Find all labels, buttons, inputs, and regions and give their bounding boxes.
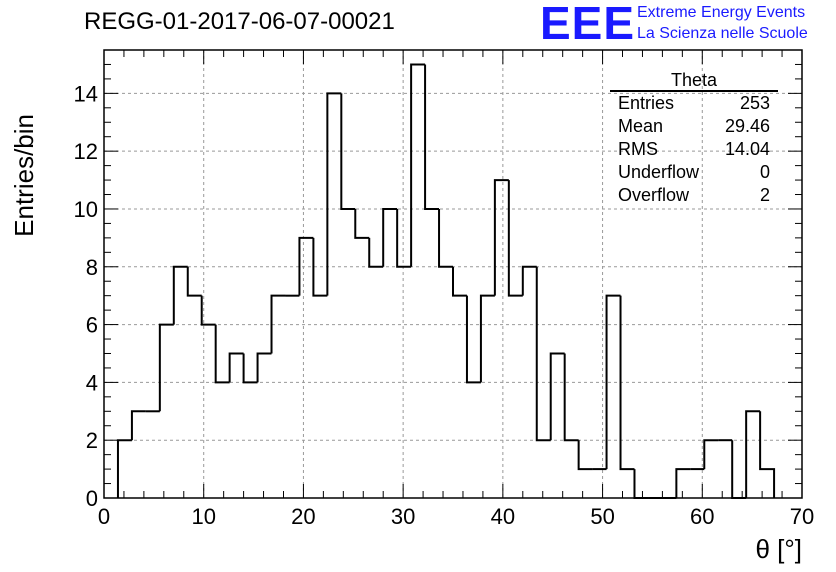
histogram-bin xyxy=(172,265,188,325)
stats-value: 29.46 xyxy=(724,116,770,136)
stats-value: 14.04 xyxy=(724,139,770,159)
histogram-bin xyxy=(158,323,174,412)
y-tick-label: 2 xyxy=(86,428,98,453)
histogram-bin xyxy=(521,265,537,296)
histogram-bin xyxy=(228,352,244,383)
x-tick-label: 70 xyxy=(790,504,814,529)
y-tick-label: 8 xyxy=(86,255,98,280)
y-tick-label: 10 xyxy=(74,197,98,222)
stats-row-mean: Mean 29.46 xyxy=(610,115,778,138)
stats-label: RMS xyxy=(618,139,658,159)
histogram-bin xyxy=(507,180,523,297)
histogram-bin xyxy=(619,295,635,471)
histogram-bin xyxy=(549,352,565,441)
histogram-bin xyxy=(396,208,412,268)
histogram-bin xyxy=(745,410,761,498)
stats-row-overflow: Overflow 2 xyxy=(610,184,778,207)
histogram-bin xyxy=(340,93,356,210)
org-name-line2: La Scienza nelle Scuole xyxy=(637,25,808,42)
y-axis-label: Entries/bin xyxy=(9,114,39,237)
histogram-bin xyxy=(116,439,132,498)
stats-row-underflow: Underflow 0 xyxy=(610,161,778,184)
x-tick-label: 0 xyxy=(98,504,110,529)
histogram-bin xyxy=(605,294,621,470)
axis-ticks xyxy=(103,49,803,499)
stats-row-entries: Entries 253 xyxy=(610,92,778,115)
histogram-bin xyxy=(424,64,440,210)
eee-logo: EEE xyxy=(540,0,636,49)
org-name-line1: Extreme Energy Events xyxy=(637,4,806,21)
y-tick-label: 4 xyxy=(86,370,98,395)
histogram-bin xyxy=(731,440,747,499)
histogram-bin xyxy=(535,266,551,442)
chart-title: REGG-01-2017-06-07-00021 xyxy=(84,8,395,35)
histogram-bin xyxy=(186,266,202,297)
x-tick-label: 10 xyxy=(191,504,215,529)
x-axis-label: θ [°] xyxy=(755,534,802,564)
histogram-bin xyxy=(368,237,384,268)
histogram-bin xyxy=(214,324,230,384)
x-tick-label: 50 xyxy=(590,504,614,529)
stats-title: Theta xyxy=(610,70,778,92)
histogram-bin xyxy=(200,295,216,326)
histogram-bin xyxy=(577,440,593,471)
histogram-bin xyxy=(326,92,342,296)
histogram-bin xyxy=(312,237,328,297)
x-tick-label: 20 xyxy=(291,504,315,529)
histogram-bin xyxy=(382,207,398,267)
histogram-bin xyxy=(298,236,314,296)
stats-box: Theta Entries 253 Mean 29.46 RMS 14.04 U… xyxy=(610,70,778,207)
histogram-bin xyxy=(256,352,272,383)
stats-label: Entries xyxy=(618,93,675,113)
stats-value: 0 xyxy=(759,162,770,182)
histogram-bin xyxy=(465,295,481,384)
x-tick-labels: 0 10 20 30 40 50 60 70 xyxy=(98,504,814,529)
x-tick-label: 30 xyxy=(391,504,415,529)
stats-label: Underflow xyxy=(618,162,700,182)
y-tick-labels: 0 2 4 6 8 10 12 14 xyxy=(74,81,98,511)
stats-label: Mean xyxy=(618,116,664,136)
x-tick-label: 40 xyxy=(491,504,515,529)
y-tick-label: 0 xyxy=(86,486,98,511)
y-tick-label: 6 xyxy=(86,313,98,338)
histogram-bin xyxy=(479,294,495,383)
histogram-bin xyxy=(130,410,146,441)
stats-value: 2 xyxy=(759,185,770,205)
y-tick-label: 14 xyxy=(74,81,98,106)
plot-frame xyxy=(103,49,803,499)
histogram-bin xyxy=(563,353,579,442)
histogram-bin xyxy=(759,411,776,498)
histogram-bin xyxy=(493,179,509,296)
histogram-bin xyxy=(354,208,370,239)
histogram-bin xyxy=(452,266,467,297)
histogram-bin xyxy=(438,208,453,268)
stats-row-rms: RMS 14.04 xyxy=(610,138,778,161)
histogram-bin xyxy=(270,294,286,354)
histogram-bin xyxy=(675,468,691,498)
histogram-bin xyxy=(703,439,719,470)
stats-value: 253 xyxy=(739,93,770,113)
histogram-bin xyxy=(242,353,258,384)
histogram-bin xyxy=(633,469,649,499)
y-tick-label: 12 xyxy=(74,139,98,164)
stats-label: Overflow xyxy=(618,185,690,205)
x-tick-label: 60 xyxy=(690,504,714,529)
histogram-bin xyxy=(410,63,426,267)
